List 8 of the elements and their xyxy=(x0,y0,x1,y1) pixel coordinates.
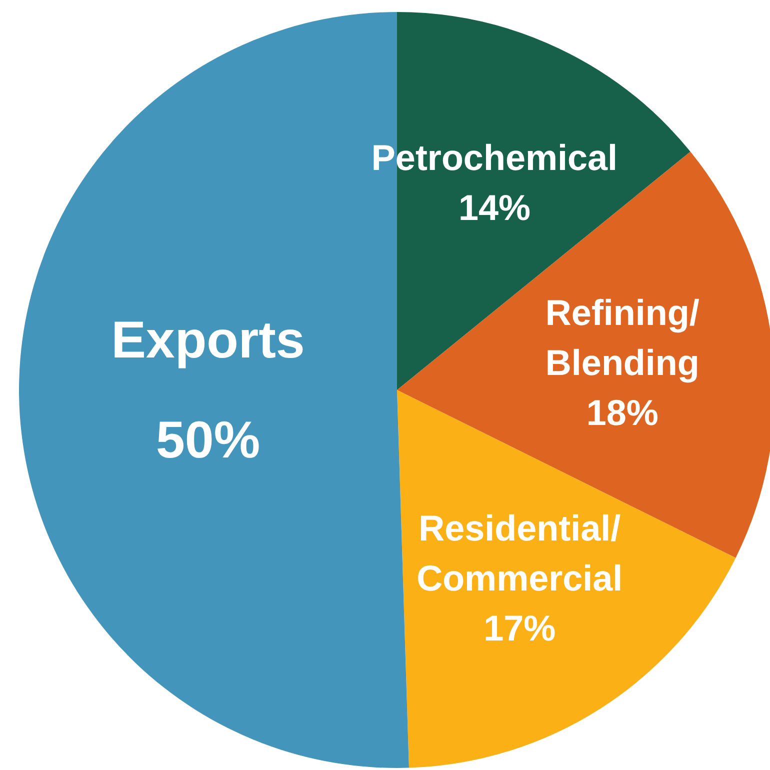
slice-label: Refining/ Blending xyxy=(545,292,700,383)
data-label: 50% xyxy=(156,411,260,470)
slice-label: Exports xyxy=(111,311,305,370)
data-label: 18% xyxy=(586,392,658,433)
data-label: 14% xyxy=(458,187,531,228)
slice-label: Petrochemical xyxy=(371,137,618,178)
slice-label: Residential/ Commercial xyxy=(416,508,623,599)
data-label: 17% xyxy=(484,608,556,649)
